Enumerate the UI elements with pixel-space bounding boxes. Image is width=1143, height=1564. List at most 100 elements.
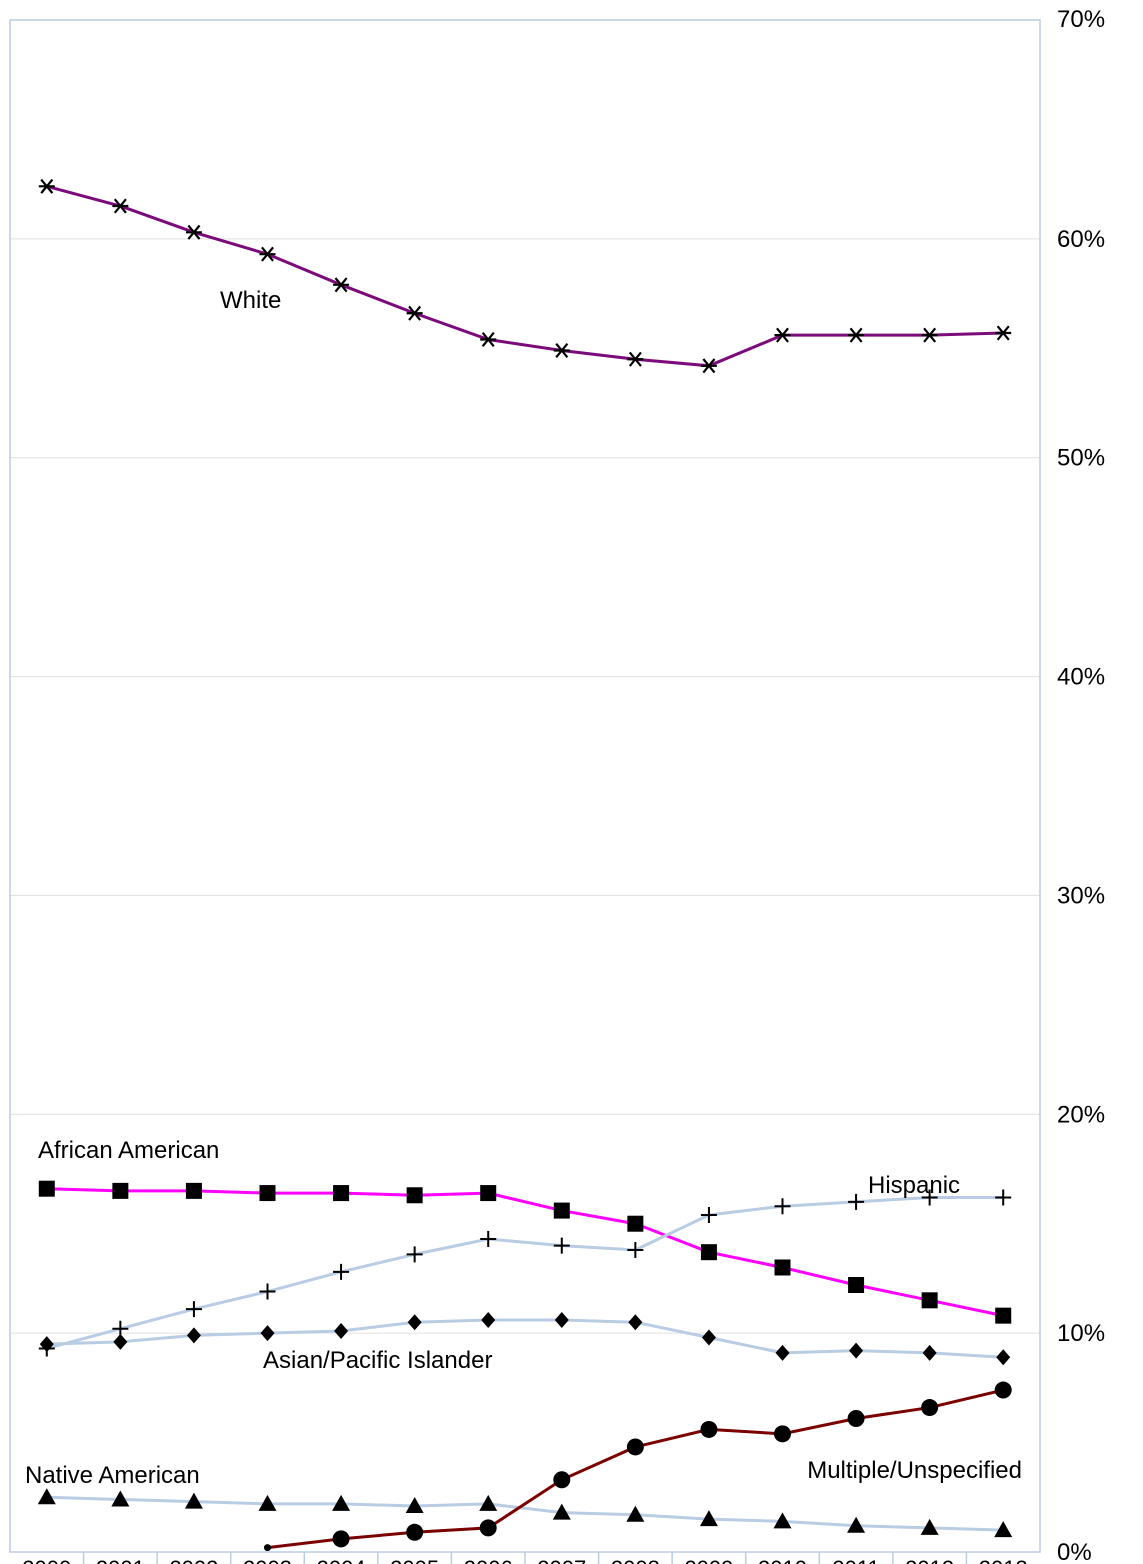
data-point: [479, 1494, 498, 1511]
data-point: [628, 1314, 643, 1331]
data-point: [552, 1503, 571, 1520]
data-point: [995, 325, 1012, 341]
data-point: [38, 1180, 55, 1197]
data-point: [259, 1283, 276, 1300]
data-point: [553, 1471, 571, 1489]
y-tick-label: 10%: [1057, 1320, 1105, 1347]
y-tick-label: 20%: [1057, 1101, 1105, 1128]
data-point: [849, 1342, 864, 1359]
data-point: [700, 1206, 717, 1223]
data-point: [259, 246, 276, 262]
data-point: [774, 1198, 791, 1215]
data-point: [553, 1237, 570, 1254]
y-tick-label: 40%: [1057, 664, 1105, 691]
series-label: Asian/Pacific Islander: [263, 1347, 492, 1374]
data-point: [847, 1409, 865, 1427]
plot-area-border: [9, 19, 1041, 1553]
data-point: [260, 1325, 275, 1342]
data-point: [39, 1336, 54, 1353]
data-point: [112, 198, 129, 214]
data-point: [480, 332, 497, 348]
data-point: [333, 1263, 350, 1280]
data-point: [627, 1215, 644, 1232]
data-point: [112, 1182, 129, 1199]
data-point: [481, 1312, 496, 1329]
x-tick-label: 2003: [243, 1556, 292, 1564]
data-point: [553, 1202, 570, 1219]
series-label: Hispanic: [868, 1172, 960, 1199]
series-lines: [46, 184, 1004, 1550]
data-point: [700, 1244, 717, 1261]
data-point: [996, 1349, 1011, 1366]
data-point: [774, 1259, 791, 1276]
data-point: [186, 1327, 201, 1344]
data-point: [921, 327, 938, 343]
data-point: [332, 1530, 350, 1548]
y-tick-label: 60%: [1057, 226, 1105, 253]
x-tick-label: 2009: [684, 1556, 733, 1564]
data-point: [699, 1510, 718, 1527]
x-tick-label: 2006: [464, 1556, 513, 1564]
data-point: [406, 305, 423, 321]
data-point: [332, 1494, 351, 1511]
x-tick-label: 2001: [96, 1556, 145, 1564]
x-tick-label: 2013: [979, 1556, 1028, 1564]
data-point: [921, 1189, 938, 1206]
data-point: [920, 1518, 939, 1535]
data-point: [922, 1344, 937, 1361]
data-point: [921, 1399, 939, 1417]
data-point: [773, 1512, 792, 1529]
data-point: [38, 178, 55, 194]
x-tick-label: 2012: [905, 1556, 954, 1564]
data-point: [847, 1516, 866, 1533]
data-point: [626, 1505, 645, 1522]
series-line: [46, 1187, 1004, 1318]
data-point: [553, 342, 570, 358]
y-tick-label: 30%: [1057, 882, 1105, 909]
x-tick-label: 2010: [758, 1556, 807, 1564]
data-point: [627, 351, 644, 367]
data-point: [37, 1488, 56, 1505]
data-point: [700, 358, 717, 374]
data-point: [334, 1322, 349, 1339]
data-point: [184, 1492, 203, 1509]
data-point: [333, 277, 350, 293]
data-point: [259, 1185, 276, 1202]
series-line: [46, 1495, 1004, 1532]
series-label: African American: [38, 1137, 219, 1164]
x-tick-label: 2004: [317, 1556, 366, 1564]
data-point: [185, 224, 202, 240]
data-point: [995, 1307, 1012, 1324]
data-point: [479, 1519, 497, 1537]
x-tick-label: 2007: [537, 1556, 586, 1564]
data-point: [921, 1292, 938, 1309]
data-point: [626, 1438, 644, 1456]
data-point: [627, 1241, 644, 1258]
axes: 0% 10% 20% 30% 40% 50% 60% 70% 2000 2001 2002 2003 2…: [9, 6, 1105, 1564]
series-markers: [37, 178, 1013, 1552]
data-point: [700, 1420, 718, 1438]
data-point: [333, 1185, 350, 1202]
data-point: [554, 1312, 569, 1329]
data-point: [774, 327, 791, 343]
y-tick-label: 50%: [1057, 445, 1105, 472]
data-point: [848, 327, 865, 343]
data-point: [406, 1187, 423, 1204]
data-point: [406, 1246, 423, 1263]
data-point: [480, 1231, 497, 1248]
data-point: [701, 1329, 716, 1346]
x-tick-label: 2002: [169, 1556, 218, 1564]
y-tick-label: 70%: [1057, 6, 1105, 33]
data-point: [405, 1497, 424, 1514]
x-tick-label: 2000: [22, 1556, 71, 1564]
series-label: Native American: [25, 1462, 200, 1489]
series-line: [46, 1318, 1004, 1359]
data-point: [995, 1189, 1012, 1206]
data-point: [185, 1301, 202, 1318]
data-point: [406, 1523, 424, 1541]
gridlines: [10, 238, 1040, 1334]
data-point: [407, 1314, 422, 1331]
series-line: [46, 184, 1004, 368]
x-tick-label: 2008: [611, 1556, 660, 1564]
y-tick-label: 0%: [1057, 1539, 1092, 1564]
